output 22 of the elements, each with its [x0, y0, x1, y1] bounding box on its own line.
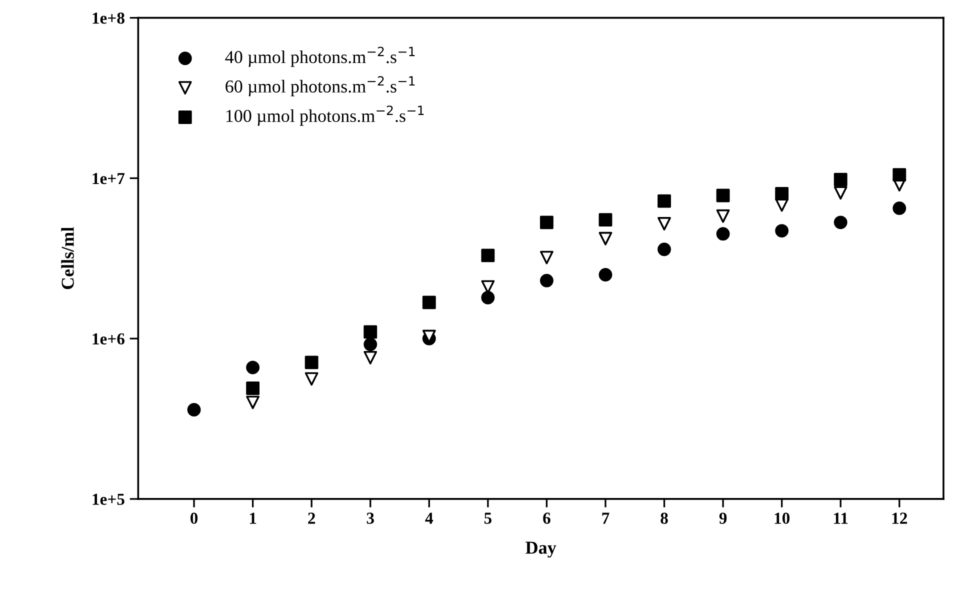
x-tick-label: 5: [484, 512, 492, 524]
x-tick-label: 4: [425, 512, 433, 524]
x-tick-label: 0: [190, 512, 198, 524]
x-tick-label: 9: [719, 512, 727, 524]
legend-label: 100 µmol photons.m$^{−2}$.s$^{−1}$: [226, 106, 424, 126]
y-tick-label: 1e+6: [92, 333, 124, 345]
x-tick-label: 8: [660, 512, 668, 524]
y-tick-label: 1e+5: [92, 494, 124, 505]
y-tick-label: 1e+7: [92, 172, 125, 184]
x-axis-title: Day: [526, 542, 556, 558]
x-tick-label: 12: [892, 512, 907, 524]
legend-label: 60 µmol photons.m$^{−2}$.s$^{−1}$: [226, 76, 415, 96]
x-tick-label: 11: [834, 512, 848, 524]
legend-label: 40 µmol photons.m$^{−2}$.s$^{−1}$: [225, 46, 415, 67]
y-tick-label: 1e+8: [92, 12, 124, 24]
x-tick-label: 10: [774, 512, 790, 524]
x-tick-label: 1: [250, 512, 256, 524]
x-tick-label: 7: [602, 512, 610, 524]
x-tick-label: 6: [543, 512, 550, 524]
y-axis-title: Cells/ml: [61, 227, 74, 290]
x-tick-label: 2: [308, 512, 316, 524]
x-tick-label: 3: [366, 512, 374, 524]
